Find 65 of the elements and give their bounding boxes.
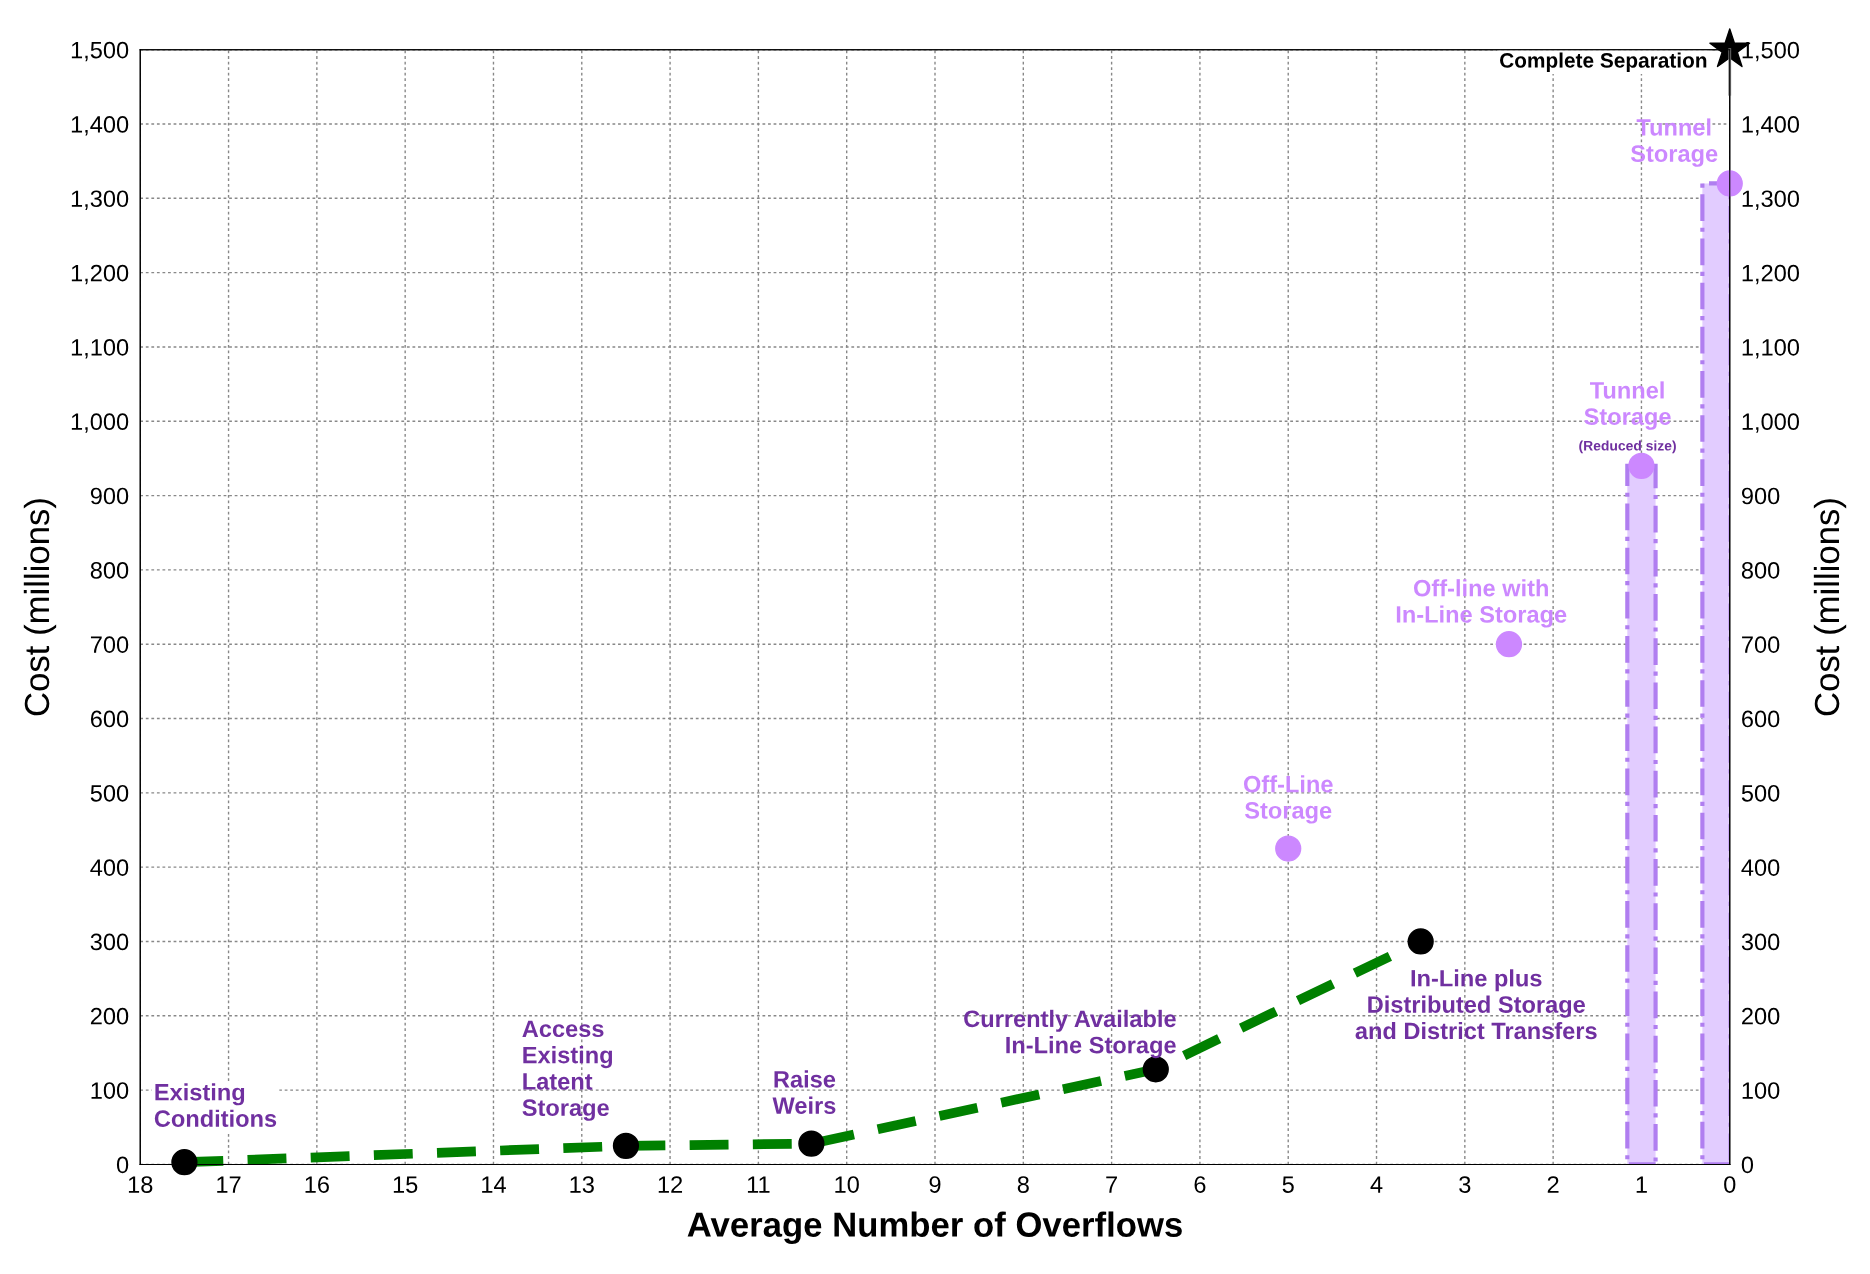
- x-tick-label: 18: [128, 1176, 153, 1193]
- annotation: Access Existing Latent Storage: [522, 1020, 613, 1121]
- y-tick-label: 0: [116, 1156, 129, 1174]
- y2-tick-label: 1,300: [1742, 190, 1800, 210]
- y-tick-label: 1,500: [71, 41, 129, 62]
- y-tick-label: 1,000: [71, 413, 129, 433]
- x-tick-label: 9: [929, 1176, 941, 1193]
- x-axis-title: Average Number of Overflows: [687, 1211, 1182, 1244]
- x-tick-label: 6: [1194, 1176, 1206, 1193]
- x-tick-label: 14: [482, 1176, 506, 1193]
- x-tick-label: 7: [1106, 1176, 1117, 1193]
- y2-tick-label: 0: [1741, 1156, 1754, 1174]
- y2-tick-label: 100: [1742, 1082, 1780, 1099]
- x-tick-label: 11: [747, 1176, 770, 1193]
- y2-tick-label: 1,200: [1742, 264, 1800, 285]
- x-tick-label: 8: [1017, 1176, 1029, 1193]
- y2-tick-label: 600: [1742, 710, 1780, 728]
- y2-tick-label: 300: [1741, 933, 1780, 951]
- annotation: Existing Conditions: [154, 1083, 277, 1127]
- x-tick-label: 3: [1459, 1176, 1471, 1193]
- x-tick-label: 10: [835, 1176, 859, 1193]
- x-tick-label: 1: [1636, 1176, 1647, 1193]
- y-axis-title: Cost (millions): [23, 499, 57, 716]
- y2-tick-label: 1,400: [1742, 116, 1800, 136]
- y2-tick-label: 1,100: [1742, 339, 1800, 359]
- annotation: Tunnel Storage: [1584, 381, 1671, 430]
- x-tick-label: 5: [1282, 1176, 1294, 1193]
- annotation: Currently Available In-Line Storage: [964, 1009, 1176, 1059]
- y2-tick-label: 900: [1741, 487, 1780, 505]
- y-tick-label: 900: [90, 487, 129, 505]
- annotation: In-Line plus Distributed Storage and District Transfers: [1355, 969, 1597, 1040]
- y-tick-label: 100: [91, 1082, 129, 1099]
- y-tick-label: 400: [90, 859, 129, 876]
- annotation: Raise Weirs: [772, 1070, 836, 1114]
- x-tick-label: 15: [393, 1176, 418, 1193]
- y-tick-label: 700: [90, 636, 129, 654]
- x-tick-label: 17: [217, 1176, 241, 1193]
- y2-tick-label: 700: [1742, 636, 1780, 654]
- y2-tick-label: 400: [1741, 859, 1780, 876]
- annotation: Tunnel Storage: [1630, 118, 1718, 167]
- y2-tick-label: 800: [1741, 561, 1780, 579]
- annotation: Off-Line Storage: [1243, 775, 1333, 824]
- x-tick-label: 0: [1724, 1176, 1736, 1193]
- y-tick-label: 800: [90, 561, 129, 579]
- y2-tick-label: 1,000: [1742, 413, 1800, 433]
- x-tick-label: 16: [305, 1176, 329, 1193]
- y-tick-label: 1,100: [71, 339, 129, 359]
- x-tick-label: 4: [1370, 1176, 1383, 1193]
- y-tick-label: 500: [90, 784, 129, 802]
- y-tick-label: 200: [90, 1007, 129, 1025]
- annotation: Off-line with In-Line Storage: [1396, 579, 1567, 628]
- y2-axis-title: Cost (millions): [1813, 499, 1847, 716]
- annotation: Complete Separation: [1500, 52, 1707, 72]
- y-tick-label: 600: [90, 710, 129, 728]
- x-tick-label: 12: [658, 1176, 683, 1193]
- x-tick-label: 13: [570, 1176, 594, 1193]
- y-tick-label: 1,300: [71, 190, 129, 210]
- y-tick-label: 1,400: [71, 116, 129, 136]
- y-tick-label: 300: [90, 933, 129, 951]
- y2-tick-label: 500: [1741, 784, 1780, 802]
- x-tick-label: 2: [1547, 1176, 1559, 1193]
- y2-tick-label: 1,500: [1742, 41, 1800, 62]
- annotation: (Reduced size): [1579, 440, 1676, 454]
- y2-tick-label: 200: [1742, 1007, 1780, 1025]
- y-tick-label: 1,200: [71, 264, 129, 285]
